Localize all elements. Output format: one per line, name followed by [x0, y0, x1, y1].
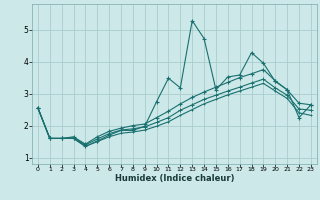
- X-axis label: Humidex (Indice chaleur): Humidex (Indice chaleur): [115, 174, 234, 183]
